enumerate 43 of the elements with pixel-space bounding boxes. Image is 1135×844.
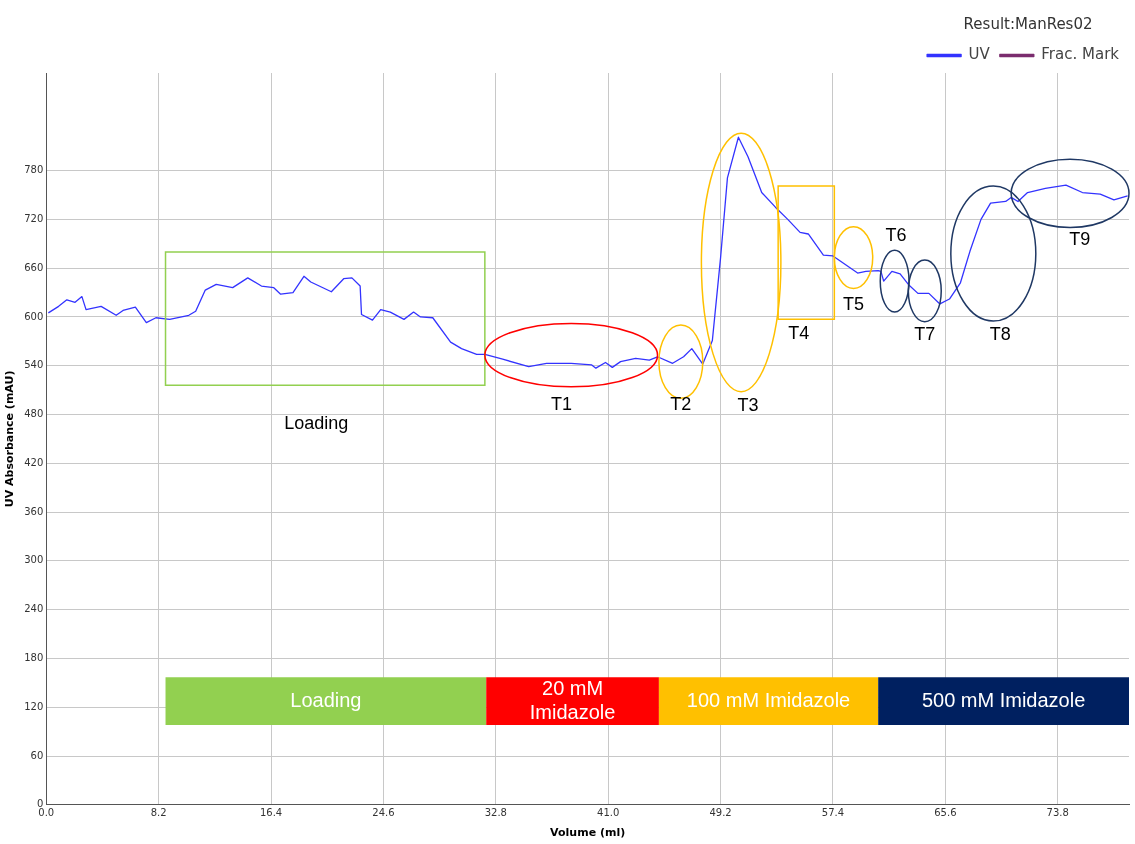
- y-tick-label: 60: [30, 749, 44, 761]
- y-tick-label: 180: [24, 652, 44, 664]
- y-tick-label: 120: [24, 700, 44, 712]
- legend-label: Frac. Mark: [1041, 45, 1120, 64]
- x-tick-label: 57.4: [821, 807, 845, 819]
- x-tick-label: 73.8: [1046, 807, 1069, 819]
- y-tick-label: 600: [24, 310, 44, 322]
- y-tick-label: 0: [36, 798, 44, 810]
- y-axis-title: UV Absorbance (mAU): [3, 370, 17, 508]
- legend-title: Result:ManRes02: [963, 15, 1093, 34]
- x-tick-label: 16.4: [259, 807, 283, 819]
- annotation: T3: [737, 395, 759, 416]
- annotation: T9: [1069, 228, 1091, 249]
- x-tick-label: 8.2: [150, 807, 167, 819]
- y-tick-label: 360: [24, 505, 44, 517]
- annotation: T1: [551, 393, 573, 414]
- annotation: T4: [788, 322, 810, 343]
- band-label: 500 mM Imidazole: [921, 688, 1086, 711]
- annotation: T7: [914, 323, 936, 344]
- annotation: Loading: [284, 413, 349, 434]
- x-tick-label: 41.0: [597, 807, 620, 819]
- band-label: 20 mM Imidazole: [529, 676, 616, 723]
- legend-label: UV: [968, 45, 991, 64]
- y-tick-label: 480: [24, 408, 44, 420]
- x-tick-label: 65.6: [934, 807, 957, 819]
- y-tick-label: 300: [24, 554, 44, 566]
- y-tick-label: 240: [24, 603, 44, 615]
- y-tick-label: 780: [24, 164, 44, 176]
- annotation: T8: [989, 323, 1011, 344]
- y-tick-label: 540: [24, 359, 44, 371]
- y-tick-label: 720: [24, 212, 44, 224]
- x-tick-label: 32.8: [484, 807, 507, 819]
- annotation: T5: [843, 293, 865, 314]
- x-axis-title: Volume (ml): [550, 826, 626, 840]
- x-tick-label: 49.2: [709, 807, 732, 819]
- x-tick-label: 0.0: [38, 807, 55, 819]
- band-label: Loading: [290, 688, 362, 711]
- annotation: T6: [885, 224, 907, 245]
- annotation: T2: [670, 393, 692, 414]
- band-label: 100 mM Imidazole: [686, 688, 851, 711]
- y-tick-label: 660: [24, 261, 44, 273]
- x-tick-label: 24.6: [372, 807, 395, 819]
- y-tick-label: 420: [24, 456, 44, 468]
